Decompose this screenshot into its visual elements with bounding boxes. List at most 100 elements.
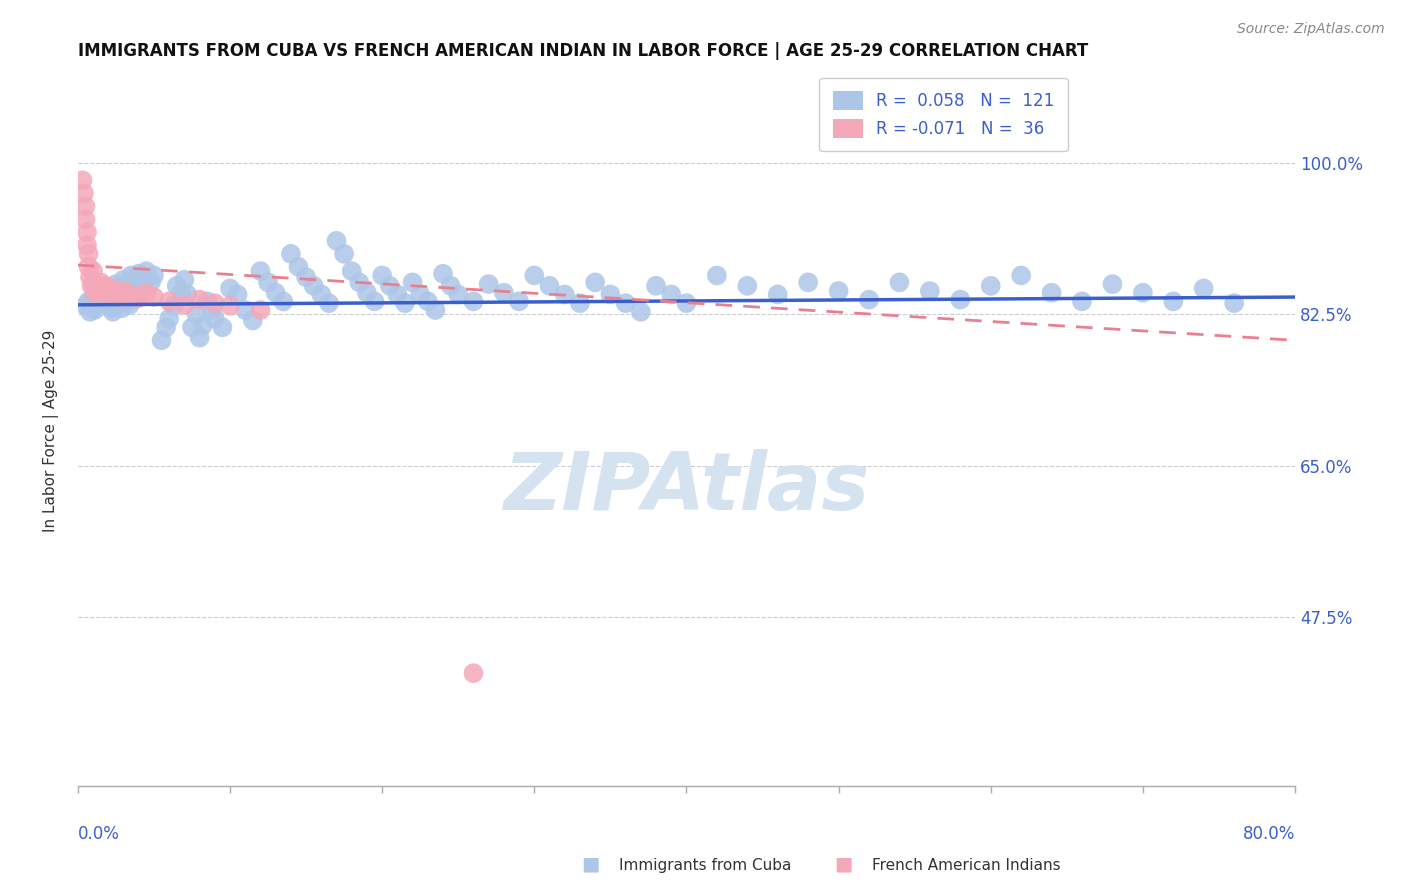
Point xyxy=(101,305,124,319)
Point xyxy=(86,293,108,307)
Point xyxy=(83,285,105,300)
Point xyxy=(115,287,138,301)
Point xyxy=(112,273,135,287)
Point xyxy=(75,199,97,213)
Point xyxy=(295,270,318,285)
Point xyxy=(191,318,214,333)
Point xyxy=(111,301,134,316)
Text: ■: ■ xyxy=(581,855,600,873)
Point xyxy=(508,294,530,309)
Point xyxy=(409,287,432,301)
Point xyxy=(82,264,104,278)
Point xyxy=(125,292,148,306)
Point xyxy=(89,281,111,295)
Point xyxy=(797,276,820,290)
Point xyxy=(568,296,591,310)
Point xyxy=(1040,285,1063,300)
Point xyxy=(91,290,114,304)
Point xyxy=(157,311,180,326)
Point xyxy=(271,294,294,309)
Point xyxy=(432,267,454,281)
Point xyxy=(478,277,501,291)
Y-axis label: In Labor Force | Age 25-29: In Labor Force | Age 25-29 xyxy=(44,330,59,533)
Point xyxy=(94,278,117,293)
Point xyxy=(980,278,1002,293)
Text: Immigrants from Cuba: Immigrants from Cuba xyxy=(619,858,792,872)
Point xyxy=(554,287,576,301)
Point xyxy=(219,299,242,313)
Point xyxy=(257,276,280,290)
Point xyxy=(264,285,287,300)
Point xyxy=(166,278,188,293)
Point xyxy=(82,290,104,304)
Point xyxy=(645,278,668,293)
Point xyxy=(82,298,104,312)
Point xyxy=(1132,285,1154,300)
Point xyxy=(1101,277,1123,291)
Point xyxy=(77,294,100,309)
Text: ■: ■ xyxy=(834,855,853,873)
Point xyxy=(91,284,114,298)
Point xyxy=(170,285,193,300)
Point xyxy=(599,287,621,301)
Point xyxy=(425,303,447,318)
Point xyxy=(394,296,416,310)
Point xyxy=(135,264,157,278)
Point xyxy=(73,186,96,201)
Point xyxy=(233,303,256,318)
Legend: R =  0.058   N =  121, R = -0.071   N =  36: R = 0.058 N = 121, R = -0.071 N = 36 xyxy=(820,78,1067,152)
Point xyxy=(371,268,394,283)
Point xyxy=(211,320,233,334)
Text: 80.0%: 80.0% xyxy=(1243,824,1295,843)
Point xyxy=(195,294,218,309)
Point xyxy=(630,305,652,319)
Point xyxy=(128,291,150,305)
Point xyxy=(120,268,142,283)
Point xyxy=(523,268,546,283)
Point xyxy=(118,298,141,312)
Point xyxy=(401,276,423,290)
Point xyxy=(949,293,972,307)
Point xyxy=(150,333,173,347)
Point xyxy=(1161,294,1184,309)
Point xyxy=(163,299,186,313)
Point xyxy=(176,287,198,301)
Point xyxy=(311,287,333,301)
Point xyxy=(827,284,849,298)
Point xyxy=(82,276,104,290)
Point xyxy=(86,285,108,300)
Point xyxy=(104,277,127,291)
Point xyxy=(188,331,211,345)
Point xyxy=(378,278,401,293)
Point xyxy=(79,305,101,319)
Point xyxy=(104,285,127,300)
Point xyxy=(219,281,242,295)
Text: French American Indians: French American Indians xyxy=(872,858,1060,872)
Point xyxy=(72,173,94,187)
Point xyxy=(76,225,98,239)
Point xyxy=(135,285,157,300)
Point xyxy=(128,267,150,281)
Text: 0.0%: 0.0% xyxy=(77,824,120,843)
Point xyxy=(242,313,264,327)
Point xyxy=(98,296,121,310)
Point xyxy=(280,247,302,261)
Point xyxy=(538,278,561,293)
Point xyxy=(155,320,177,334)
Point xyxy=(463,294,485,309)
Point xyxy=(79,270,101,285)
Point xyxy=(325,234,347,248)
Point xyxy=(201,303,224,318)
Point xyxy=(94,281,117,295)
Point xyxy=(76,238,98,252)
Point xyxy=(110,290,132,304)
Point xyxy=(675,296,697,310)
Point xyxy=(1192,281,1215,295)
Point xyxy=(492,285,515,300)
Point xyxy=(80,278,103,293)
Point xyxy=(108,292,131,306)
Point xyxy=(186,307,208,321)
Point xyxy=(84,277,107,291)
Point xyxy=(97,287,120,301)
Point xyxy=(100,301,122,316)
